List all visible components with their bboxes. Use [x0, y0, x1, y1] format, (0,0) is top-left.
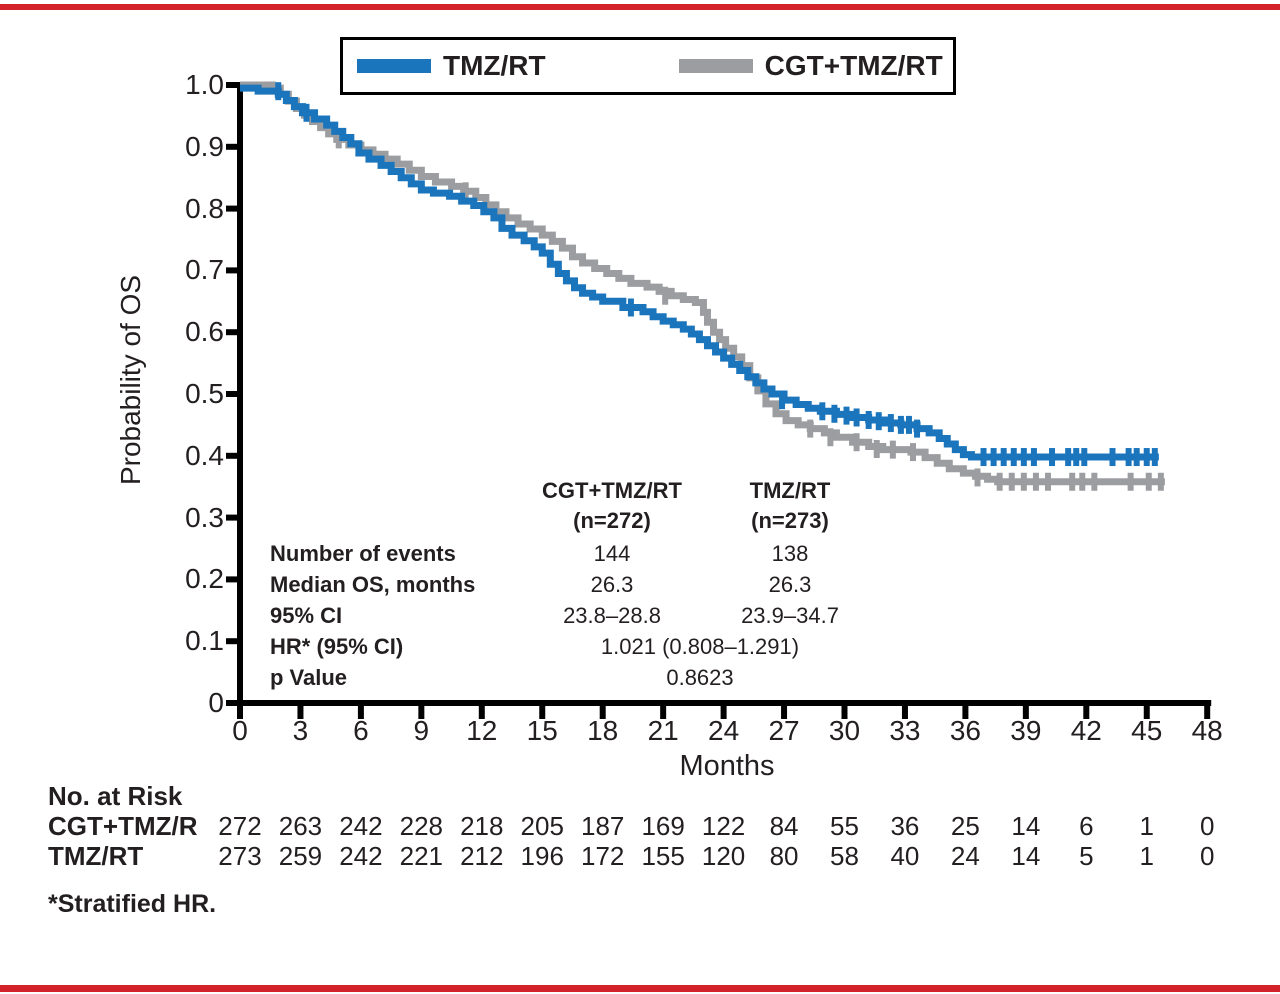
km-curve-tmz-rt — [240, 84, 1159, 461]
stats-col1-n: (n=272) — [573, 508, 651, 533]
stats-row-label: p Value — [270, 665, 348, 690]
risk-count: 242 — [339, 841, 383, 871]
risk-count: 196 — [520, 841, 564, 871]
stats-span-value: 1.021 (0.808–1.291) — [600, 634, 800, 659]
risk-count: 55 — [830, 811, 859, 841]
risk-count: 80 — [769, 841, 799, 871]
risk-count: 58 — [830, 841, 859, 871]
x-tick-label: 21 — [647, 715, 679, 746]
stats-value: 26.3 — [768, 572, 812, 597]
tmzrt-line-swatch-icon — [357, 59, 431, 73]
risk-count: 0 — [1199, 841, 1215, 871]
risk-count: 122 — [701, 811, 746, 841]
stats-value: 138 — [771, 541, 809, 566]
x-tick-label: 0 — [232, 715, 248, 746]
x-tick-label: 6 — [353, 715, 369, 746]
risk-count: 272 — [218, 811, 262, 841]
stats-value: 23.8–28.8 — [563, 603, 661, 628]
risk-count: 242 — [339, 811, 383, 841]
x-tick-label: 15 — [526, 715, 558, 746]
top-border-rule — [0, 4, 1280, 10]
legend-item-cgt: CGT+TMZ/RT — [678, 50, 943, 82]
footnote: *Stratified HR. — [48, 890, 217, 918]
cgt-line-swatch-icon — [678, 59, 753, 73]
risk-table-title: No. at Risk — [48, 781, 183, 811]
risk-count: 5 — [1079, 841, 1094, 871]
y-axis-title: Probability of OS — [115, 274, 146, 486]
risk-count: 40 — [890, 841, 920, 871]
x-tick-label: 33 — [889, 715, 921, 746]
legend-box: TMZ/RT CGT+TMZ/RT — [340, 37, 956, 95]
y-tick-label: 0.1 — [185, 625, 224, 657]
risk-count: 259 — [278, 841, 323, 871]
stats-row-label: Median OS, months — [270, 572, 476, 597]
stats-span-value: 0.8623 — [666, 665, 734, 690]
risk-count: 205 — [520, 811, 564, 841]
risk-count: 212 — [460, 841, 504, 871]
legend-item-tmzrt: TMZ/RT — [357, 50, 546, 82]
risk-row-label-cgt: CGT+TMZ/R — [48, 811, 198, 841]
stats-col2-header: TMZ/RT — [749, 478, 831, 503]
risk-count: 187 — [580, 811, 625, 841]
risk-count: 228 — [399, 811, 444, 841]
y-tick-label: 0.7 — [185, 254, 224, 286]
risk-count: 169 — [641, 811, 685, 841]
risk-count: 6 — [1079, 811, 1094, 841]
x-tick-label: 12 — [466, 715, 498, 746]
y-tick-label: 0.2 — [185, 563, 224, 595]
x-tick-label: 45 — [1131, 715, 1163, 746]
stats-row-label: 95% CI — [270, 603, 343, 628]
legend-label-cgt: CGT+TMZ/RT — [764, 50, 943, 81]
x-tick-label: 3 — [292, 715, 309, 746]
x-tick-label: 18 — [587, 715, 619, 746]
x-tick-label: 48 — [1191, 715, 1223, 746]
risk-count: 155 — [641, 841, 685, 871]
risk-row-label-tmzrt: TMZ/RT — [48, 841, 144, 871]
y-tick-label: 1.0 — [185, 69, 224, 100]
x-tick-label: 27 — [768, 715, 800, 746]
x-tick-label: 24 — [708, 715, 740, 746]
risk-count: 24 — [950, 841, 980, 871]
risk-count: 25 — [950, 811, 980, 841]
risk-count: 36 — [890, 811, 920, 841]
risk-count: 172 — [580, 841, 625, 871]
km-curve-cgt-tmz-rt — [240, 81, 1165, 486]
risk-count: 120 — [701, 841, 746, 871]
risk-count: 263 — [278, 811, 323, 841]
risk-count: 1 — [1139, 811, 1154, 841]
stats-col2-n: (n=273) — [751, 508, 829, 533]
y-tick-label: 0.5 — [185, 378, 224, 409]
y-tick-label: 0.9 — [185, 130, 224, 162]
x-tick-label: 30 — [828, 715, 861, 746]
risk-count: 1 — [1139, 841, 1154, 871]
stats-value: 26.3 — [590, 572, 634, 597]
risk-count: 14 — [1011, 811, 1041, 841]
x-tick-label: 36 — [949, 715, 981, 746]
y-tick-label: 0.4 — [185, 439, 224, 471]
risk-count: 273 — [218, 841, 262, 871]
stats-value: 144 — [593, 541, 631, 566]
risk-count: 84 — [769, 811, 799, 841]
stats-row-label: Number of events — [270, 541, 456, 566]
risk-count: 221 — [399, 841, 444, 871]
stats-row-label: HR* (95% CI) — [270, 634, 404, 659]
x-axis-title: Months — [679, 750, 775, 782]
legend-label-tmzrt: TMZ/RT — [443, 50, 546, 81]
risk-count: 218 — [460, 811, 504, 841]
stats-value: 23.9–34.7 — [741, 603, 839, 628]
y-tick-label: 0.8 — [185, 192, 224, 224]
x-tick-label: 42 — [1070, 715, 1102, 746]
stats-col1-header: CGT+TMZ/RT — [542, 478, 682, 503]
risk-count: 14 — [1011, 841, 1041, 871]
y-tick-label: 0.6 — [185, 316, 224, 348]
x-tick-label: 39 — [1010, 715, 1042, 746]
y-tick-label: 0 — [208, 687, 224, 718]
risk-count: 0 — [1199, 811, 1215, 841]
bottom-border-rule — [0, 985, 1280, 992]
y-tick-label: 0.3 — [185, 501, 224, 533]
x-tick-label: 9 — [413, 715, 430, 746]
